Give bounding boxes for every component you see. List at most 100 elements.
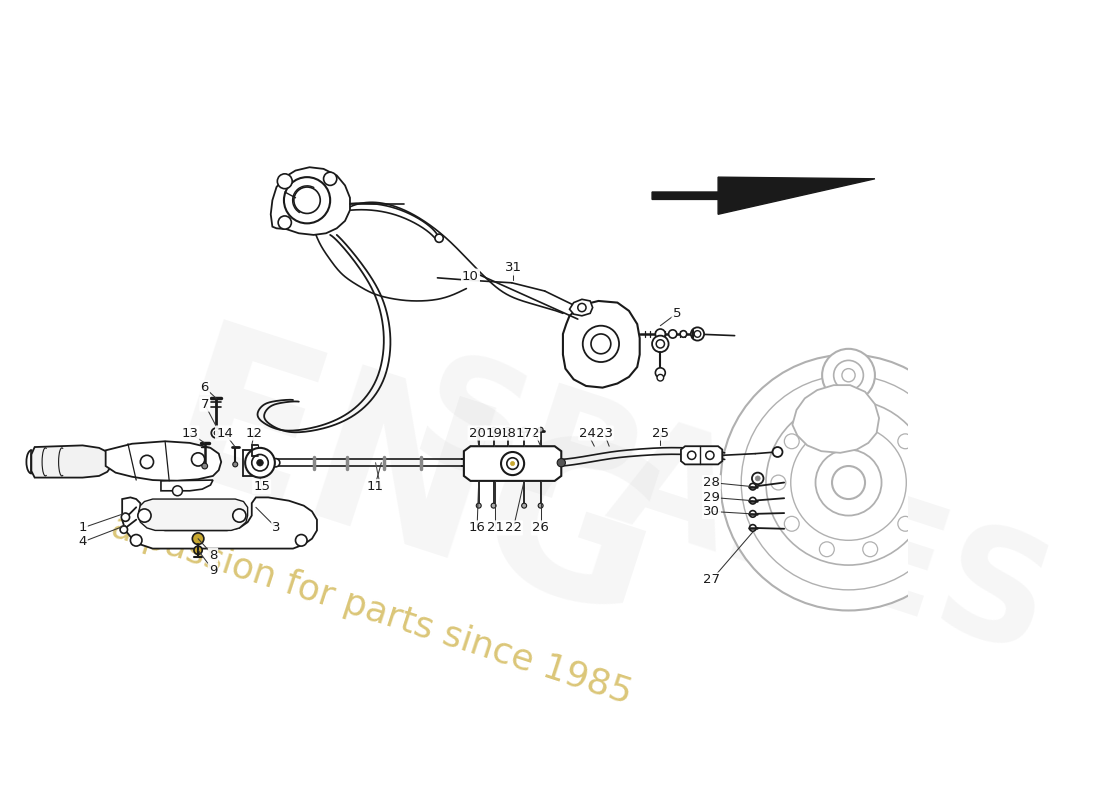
Circle shape (256, 459, 263, 466)
Text: 4: 4 (78, 535, 87, 549)
Circle shape (911, 475, 926, 490)
Circle shape (192, 533, 204, 545)
Text: 10: 10 (462, 270, 478, 282)
Circle shape (277, 174, 293, 189)
Circle shape (688, 451, 696, 459)
Circle shape (233, 509, 246, 522)
Text: 16: 16 (469, 522, 485, 534)
Text: 9: 9 (209, 563, 217, 577)
Circle shape (771, 475, 785, 490)
Text: 2: 2 (530, 426, 539, 439)
Circle shape (233, 462, 238, 467)
Text: 20: 20 (469, 426, 485, 439)
Circle shape (752, 473, 763, 484)
Circle shape (507, 458, 518, 470)
Circle shape (749, 498, 756, 504)
Text: 18: 18 (499, 426, 516, 439)
Circle shape (521, 503, 527, 508)
Circle shape (820, 408, 834, 423)
Circle shape (706, 451, 714, 459)
Text: 28: 28 (703, 476, 719, 489)
Circle shape (476, 503, 481, 508)
Polygon shape (464, 446, 561, 481)
Circle shape (784, 516, 800, 531)
Circle shape (558, 458, 565, 467)
Circle shape (657, 374, 663, 381)
Polygon shape (792, 385, 879, 453)
Circle shape (500, 452, 524, 475)
Circle shape (434, 234, 443, 242)
Circle shape (583, 326, 619, 362)
Circle shape (898, 434, 913, 449)
Text: 19: 19 (485, 426, 502, 439)
Circle shape (842, 369, 855, 382)
Circle shape (294, 187, 320, 214)
Circle shape (656, 368, 666, 378)
Polygon shape (570, 299, 593, 316)
Circle shape (766, 400, 931, 565)
Circle shape (720, 354, 977, 610)
Text: 8: 8 (209, 549, 217, 562)
Circle shape (652, 336, 669, 352)
Circle shape (201, 463, 208, 469)
Polygon shape (122, 498, 317, 549)
Circle shape (211, 428, 221, 438)
Circle shape (591, 334, 611, 354)
Circle shape (657, 340, 664, 348)
Text: 5: 5 (672, 307, 681, 320)
Circle shape (131, 534, 142, 546)
Circle shape (741, 375, 956, 590)
Circle shape (832, 466, 865, 499)
Circle shape (791, 425, 906, 540)
Circle shape (749, 483, 756, 490)
Text: 14: 14 (216, 426, 233, 439)
Circle shape (756, 476, 760, 481)
Text: 25: 25 (652, 426, 669, 439)
Circle shape (521, 427, 527, 432)
Text: 13: 13 (182, 426, 198, 439)
Circle shape (510, 462, 515, 466)
Text: 6: 6 (200, 381, 209, 394)
Polygon shape (681, 446, 723, 464)
Circle shape (296, 534, 307, 546)
Text: 31: 31 (505, 262, 521, 274)
Circle shape (784, 434, 800, 449)
Circle shape (815, 450, 881, 515)
Circle shape (820, 542, 834, 557)
Circle shape (214, 431, 218, 435)
Text: 1: 1 (78, 522, 87, 534)
Circle shape (862, 542, 878, 557)
Text: a passion for parts since 1985: a passion for parts since 1985 (108, 510, 637, 711)
Text: 21: 21 (486, 522, 504, 534)
Circle shape (680, 330, 686, 338)
Text: 11: 11 (366, 480, 383, 493)
Circle shape (538, 503, 543, 508)
Circle shape (669, 330, 676, 338)
Circle shape (578, 303, 586, 312)
Polygon shape (563, 301, 640, 388)
Text: 24: 24 (580, 426, 596, 439)
Circle shape (691, 327, 704, 341)
Circle shape (694, 330, 701, 338)
Circle shape (491, 503, 496, 508)
Polygon shape (106, 442, 221, 481)
Circle shape (278, 216, 292, 229)
Polygon shape (271, 167, 350, 235)
Text: 26: 26 (532, 522, 549, 534)
Circle shape (121, 513, 130, 522)
Polygon shape (32, 446, 111, 478)
Circle shape (834, 360, 864, 390)
Circle shape (862, 408, 878, 423)
Circle shape (138, 509, 151, 522)
Circle shape (141, 455, 154, 469)
Text: 15: 15 (253, 480, 271, 493)
Text: 22: 22 (505, 522, 521, 534)
Circle shape (505, 427, 510, 432)
Text: 30: 30 (703, 505, 719, 518)
Circle shape (191, 453, 205, 466)
Text: SPARES: SPARES (396, 343, 1068, 688)
Circle shape (749, 510, 756, 518)
Circle shape (476, 427, 481, 432)
Text: 23: 23 (596, 426, 613, 439)
Text: 3: 3 (273, 522, 280, 534)
